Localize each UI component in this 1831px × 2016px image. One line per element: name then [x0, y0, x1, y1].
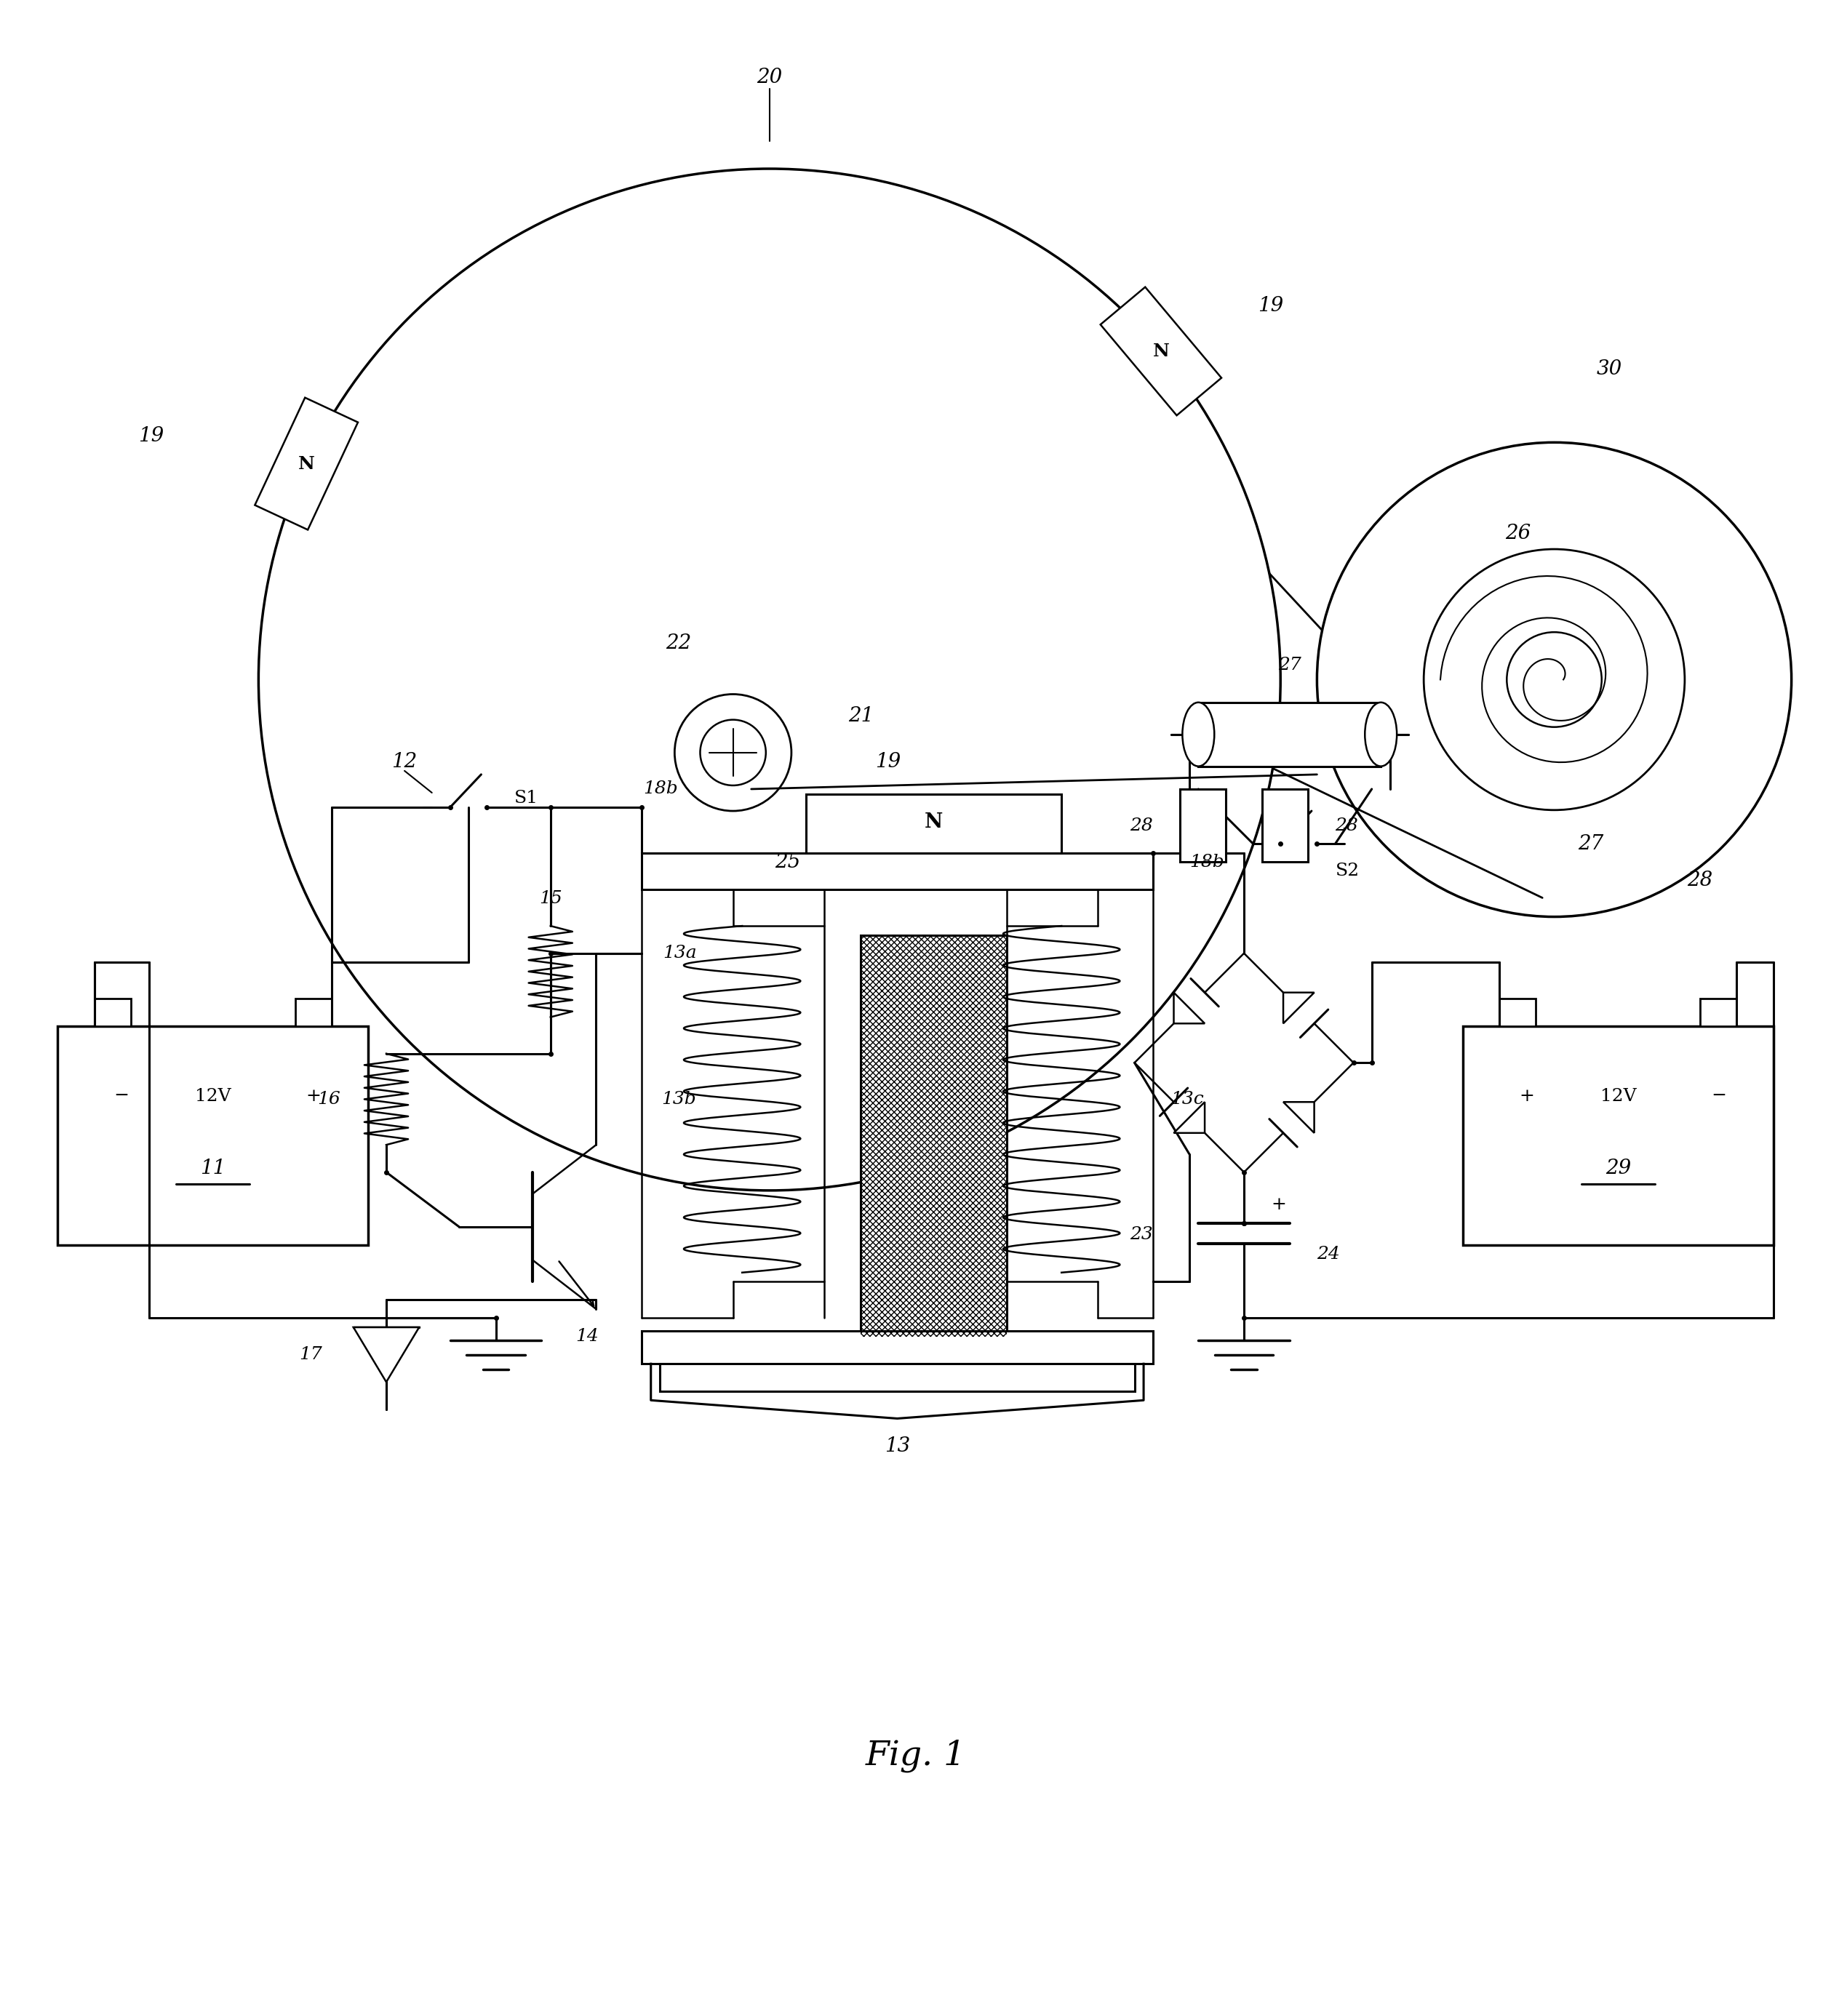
Bar	[59, 1026, 368, 1246]
Text: 28: 28	[1688, 871, 1714, 891]
Polygon shape	[1284, 992, 1315, 1024]
Text: 30: 30	[1597, 359, 1622, 379]
Text: 29: 29	[1606, 1159, 1631, 1179]
Polygon shape	[1100, 286, 1221, 415]
Text: 19: 19	[1258, 296, 1284, 314]
Bar	[295, 998, 331, 1026]
Text: 19: 19	[875, 752, 901, 772]
Text: 19: 19	[139, 427, 165, 446]
Bar	[659, 1363, 1135, 1391]
Text: 21: 21	[848, 706, 873, 726]
Text: S1: S1	[515, 790, 538, 806]
Bar	[1500, 998, 1536, 1026]
Text: ─: ─	[1714, 1089, 1725, 1105]
Text: 14: 14	[575, 1329, 599, 1345]
Text: ─: ─	[115, 1089, 126, 1105]
Bar	[861, 935, 1007, 1337]
Text: 26: 26	[1505, 524, 1531, 544]
Text: 22: 22	[665, 633, 690, 653]
Circle shape	[674, 694, 791, 810]
Text: 13: 13	[884, 1435, 910, 1456]
Bar	[806, 794, 1062, 853]
Circle shape	[1507, 633, 1602, 728]
Text: 28: 28	[1335, 816, 1359, 835]
Bar	[641, 853, 1154, 889]
Text: S2: S2	[1335, 863, 1359, 879]
Text: 23: 23	[1130, 1226, 1154, 1242]
Text: 20: 20	[756, 69, 782, 87]
Text: Fig. 1: Fig. 1	[866, 1740, 965, 1772]
Text: N: N	[1154, 343, 1170, 361]
Text: 18b: 18b	[643, 780, 677, 798]
Circle shape	[1316, 442, 1791, 917]
Bar	[1463, 1026, 1772, 1246]
Text: 18b: 18b	[1190, 853, 1223, 871]
Text: 25: 25	[775, 853, 800, 871]
Text: 27: 27	[1278, 657, 1302, 673]
Text: 13b: 13b	[661, 1091, 696, 1107]
Text: 27: 27	[1578, 835, 1604, 853]
Polygon shape	[1174, 992, 1205, 1024]
Text: 28: 28	[1130, 816, 1154, 835]
Bar	[1197, 702, 1381, 766]
Text: N: N	[298, 456, 315, 472]
Text: 12: 12	[392, 752, 417, 772]
Text: 12V: 12V	[1600, 1089, 1637, 1105]
Bar	[861, 935, 1007, 1337]
Text: +: +	[1271, 1198, 1287, 1214]
Text: 11: 11	[200, 1159, 225, 1179]
Circle shape	[258, 169, 1280, 1191]
Text: 16: 16	[317, 1091, 341, 1107]
Text: 17: 17	[298, 1347, 322, 1363]
Text: 13a: 13a	[663, 946, 696, 962]
Polygon shape	[1284, 1103, 1315, 1133]
Circle shape	[699, 720, 765, 786]
Bar	[1262, 788, 1307, 863]
Polygon shape	[255, 397, 357, 530]
Text: N: N	[925, 812, 943, 833]
Polygon shape	[1174, 1103, 1205, 1133]
Text: 12V: 12V	[194, 1089, 231, 1105]
Bar	[1701, 998, 1738, 1026]
Polygon shape	[353, 1327, 419, 1383]
Text: 13c: 13c	[1172, 1091, 1205, 1107]
Text: +: +	[306, 1089, 320, 1105]
Text: 24: 24	[1316, 1246, 1340, 1262]
Text: +: +	[1520, 1089, 1534, 1105]
Ellipse shape	[1364, 702, 1397, 766]
Ellipse shape	[1183, 702, 1214, 766]
Text: 15: 15	[538, 891, 562, 907]
Circle shape	[1425, 548, 1685, 810]
Bar	[641, 1331, 1154, 1363]
Bar	[1181, 788, 1225, 863]
Bar	[93, 998, 130, 1026]
